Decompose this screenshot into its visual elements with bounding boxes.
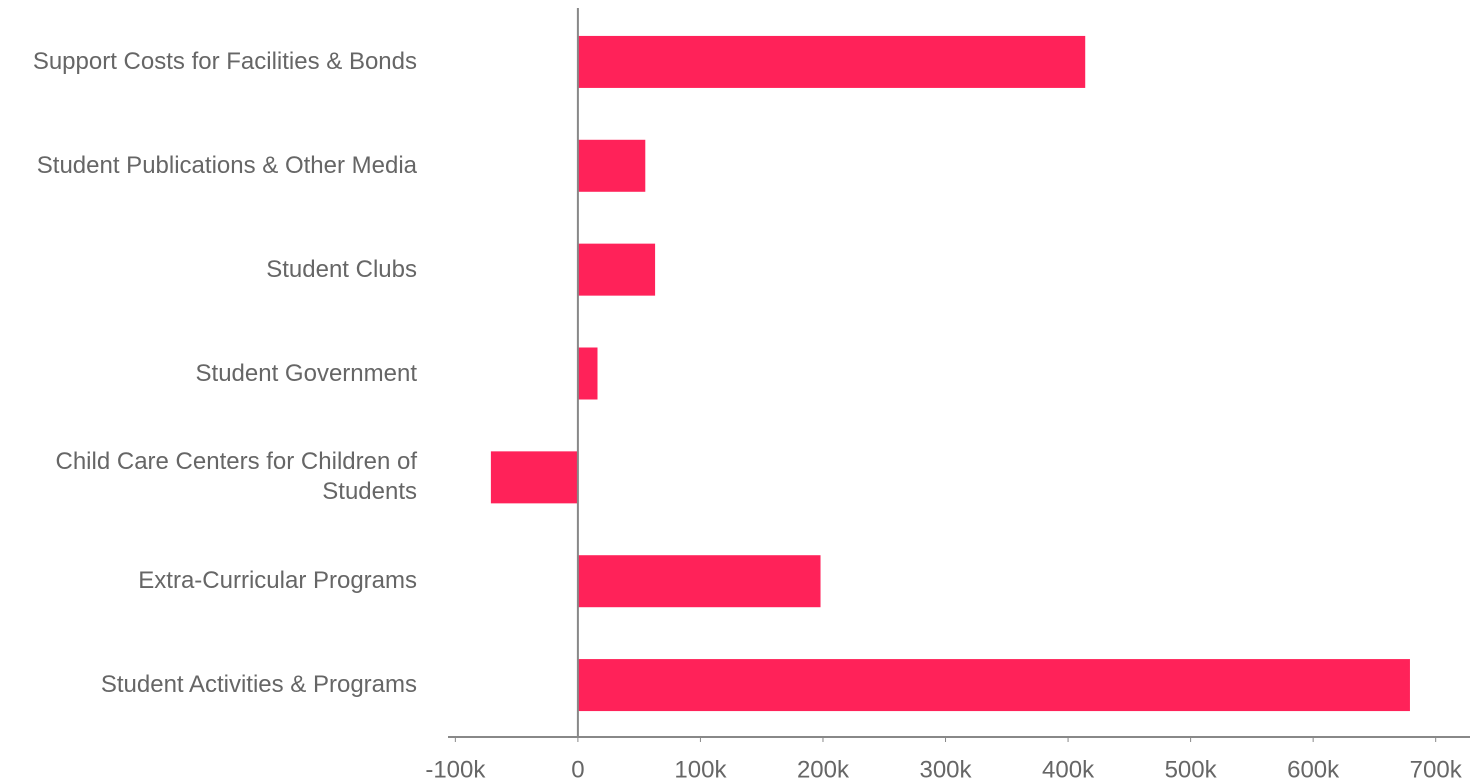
- x-tick-label: 200k: [797, 756, 850, 783]
- bar: [577, 555, 821, 608]
- y-tick-label: Student Activities & Programs: [100, 671, 417, 699]
- y-tick-label: Student Clubs: [266, 255, 417, 283]
- y-tick-label: Student Publications & Other Media: [36, 151, 417, 179]
- bar: [490, 451, 578, 504]
- bar: [577, 659, 1410, 712]
- bar: [577, 35, 1086, 88]
- bar: [577, 139, 646, 192]
- bar: [577, 347, 598, 400]
- x-tick-label: 600k: [1287, 756, 1340, 783]
- x-tick-label: -100k: [425, 756, 486, 783]
- x-tick-label: 400k: [1042, 756, 1095, 783]
- x-tick-label: 500k: [1165, 756, 1218, 783]
- x-tick-label: 100k: [674, 756, 727, 783]
- x-tick-label: 0: [571, 756, 584, 783]
- x-tick-label: 300k: [919, 756, 972, 783]
- y-tick-label: Child Care Centers for Children of Stude…: [55, 448, 418, 506]
- y-tick-label: Student Government: [195, 359, 417, 387]
- y-tick-label: Extra-Curricular Programs: [138, 567, 417, 595]
- y-tick-label: Support Costs for Facilities & Bonds: [32, 47, 417, 75]
- bar: [577, 243, 656, 296]
- x-tick-label: 700k: [1410, 756, 1463, 783]
